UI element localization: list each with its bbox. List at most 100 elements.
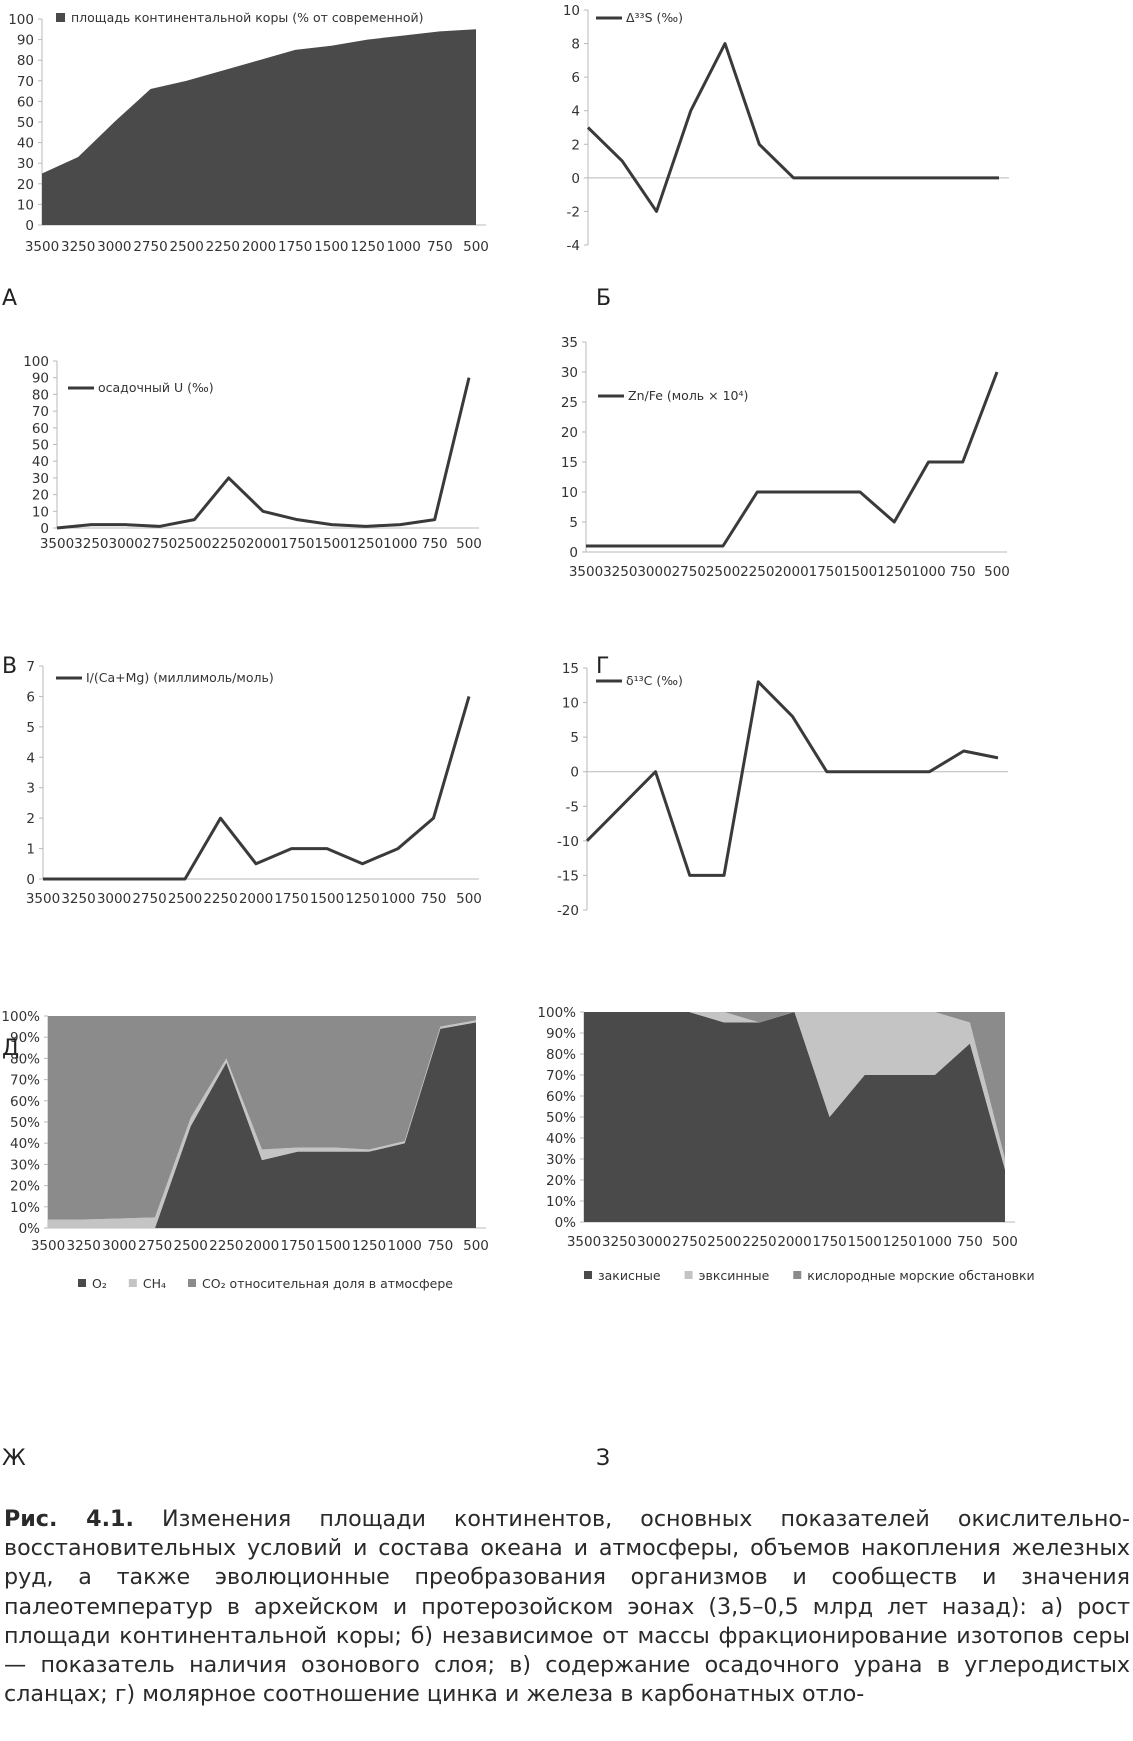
c4-ytick-label: 3 bbox=[26, 781, 35, 797]
c6-xtick-label: 3500 bbox=[31, 1238, 65, 1254]
c7-xtick-label: 1250 bbox=[883, 1234, 917, 1250]
c0-ytick-label: 50 bbox=[17, 115, 34, 131]
c3-ytick-label: 30 bbox=[561, 365, 578, 381]
c6-xtick-label: 1250 bbox=[352, 1238, 386, 1254]
c3-xtick-label: 2250 bbox=[740, 564, 774, 580]
c3-xtick-label: 2000 bbox=[774, 564, 808, 580]
c5-ytick-label: 5 bbox=[570, 730, 579, 746]
c2-ytick-label: 30 bbox=[32, 471, 49, 487]
c7-xtick-label: 2000 bbox=[777, 1234, 811, 1250]
c3-ytick-label: 5 bbox=[569, 515, 578, 531]
c4-xtick-label: 3000 bbox=[97, 891, 131, 907]
c6-legend-swatch bbox=[188, 1279, 196, 1287]
c0-xtick-label: 1750 bbox=[278, 239, 312, 255]
c0-xtick-label: 1000 bbox=[386, 239, 420, 255]
c2-legend-label: осадочный U (‰) bbox=[98, 380, 214, 395]
c2-ytick-label: 100 bbox=[23, 354, 49, 370]
c7-ytick-label: 90% bbox=[546, 1026, 576, 1042]
c0-legend-label: площадь континентальной коры (% от совре… bbox=[71, 10, 423, 25]
c0-xtick-label: 500 bbox=[463, 239, 489, 255]
panel-a: 0 10 20 30 40 50 60 70 80 90 100 3500 3250 3000 2750 25… bbox=[0, 0, 560, 320]
c3-xtick-label: 2750 bbox=[672, 564, 706, 580]
c4-xtick-label: 1750 bbox=[274, 891, 308, 907]
c1-ytick-label: 0 bbox=[571, 171, 580, 187]
c0-ytick-label: 80 bbox=[17, 53, 34, 69]
c1-ytick-label: 8 bbox=[571, 37, 580, 53]
c2-xtick-label: 750 bbox=[422, 536, 448, 552]
panel-g: 0 5 10 15 20 25 30 35 3500 3250 3000 2750 2500 2250 20… bbox=[561, 335, 1133, 690]
c4-ytick-label: 0 bbox=[26, 872, 35, 888]
chart-e: -20 -15 -10 -5 0 5 10 15 δ¹³C (‰) bbox=[557, 661, 1008, 919]
panel-d: 0 1 2 3 4 5 6 7 3500 3250 3000 2750 2500 2250 2000 1750… bbox=[0, 659, 560, 1068]
c6-xtick-label: 750 bbox=[427, 1238, 453, 1254]
c6-xtick-label: 1500 bbox=[316, 1238, 350, 1254]
c0-xtick-label: 2500 bbox=[169, 239, 203, 255]
c2-xtick-label: 1500 bbox=[314, 536, 348, 552]
c6-xtick-label: 2750 bbox=[138, 1238, 172, 1254]
c4-ytick-label: 7 bbox=[26, 659, 35, 675]
c2-ytick-label: 20 bbox=[32, 488, 49, 504]
c4-xtick-label: 2500 bbox=[168, 891, 202, 907]
c6-ytick-label: 20% bbox=[10, 1179, 40, 1195]
panel-z-letter: З bbox=[596, 1446, 611, 1471]
c0-ytick-label: 30 bbox=[17, 156, 34, 172]
c6-legend-swatch bbox=[78, 1279, 86, 1287]
c0-xtick-label: 2250 bbox=[206, 239, 240, 255]
c6-xtick-label: 2500 bbox=[173, 1238, 207, 1254]
panel-zh-letter: Ж bbox=[2, 1446, 26, 1471]
c3-xtick-label: 3500 bbox=[569, 564, 603, 580]
c7-xtick-label: 2500 bbox=[707, 1234, 741, 1250]
c6-xtick-label: 1750 bbox=[280, 1238, 314, 1254]
c7-ytick-label: 50% bbox=[546, 1110, 576, 1126]
c7-legend-label: эвксинные bbox=[699, 1268, 770, 1283]
c1-series-line bbox=[586, 42, 999, 213]
c7-xtick-label: 1750 bbox=[812, 1234, 846, 1250]
c6-xtick-label: 3250 bbox=[66, 1238, 100, 1254]
panel-d-letter: Д bbox=[2, 1036, 20, 1061]
c0-legend-swatch bbox=[56, 13, 65, 22]
c2-ytick-label: 50 bbox=[32, 438, 49, 454]
c2-series-line bbox=[56, 377, 471, 530]
c7-legend-label: кислородные морские обстановки bbox=[807, 1268, 1034, 1283]
c0-ytick-label: 60 bbox=[17, 94, 34, 110]
c6-xtick-label: 500 bbox=[463, 1238, 489, 1254]
caption-text: Изменения площади континентов, основных … bbox=[4, 1506, 1130, 1708]
panel-a-letter: А bbox=[2, 286, 18, 311]
panel-b: -4 -2 0 2 4 6 8 10 Δ³³S (‰) Б bbox=[563, 0, 1133, 320]
c2-ytick-label: 70 bbox=[32, 404, 49, 420]
c3-ytick-label: 25 bbox=[561, 395, 578, 411]
c0-xtick-label: 3000 bbox=[97, 239, 131, 255]
c0-ytick-label: 0 bbox=[25, 218, 34, 234]
c5-ytick-label: 15 bbox=[562, 661, 579, 677]
panel-zh: 0% 10% 20% 30% 40% 50% 60% 70% 80% 90% 100% 3500 325… bbox=[0, 1009, 560, 1472]
c0-ytick-label: 100 bbox=[8, 12, 34, 28]
c7-xtick-label: 750 bbox=[957, 1234, 983, 1250]
c6-ytick-label: 10% bbox=[10, 1200, 40, 1216]
c0-xtick-label: 2750 bbox=[133, 239, 167, 255]
c2-ytick-label: 60 bbox=[32, 421, 49, 437]
c7-xtick-label: 1500 bbox=[847, 1234, 881, 1250]
c5-ytick-label: 0 bbox=[570, 765, 579, 781]
c3-xtick-label: 1500 bbox=[843, 564, 877, 580]
chart-d: 0 1 2 3 4 5 6 7 3500 3250 3000 2750 2500 2250 2000 1750… bbox=[26, 659, 482, 907]
c4-xtick-label: 1000 bbox=[381, 891, 415, 907]
c4-xtick-label: 2000 bbox=[239, 891, 273, 907]
c4-xtick-label: 500 bbox=[456, 891, 482, 907]
chart-zh: 0% 10% 20% 30% 40% 50% 60% 70% 80% 90% 100% 3500 325… bbox=[1, 1009, 489, 1291]
c3-ytick-label: 10 bbox=[561, 485, 578, 501]
c0-ytick-label: 70 bbox=[17, 74, 34, 90]
c1-ytick-label: 2 bbox=[571, 137, 580, 153]
c7-ytick-label: 70% bbox=[546, 1068, 576, 1084]
c7-band-1 bbox=[584, 1012, 1005, 1170]
c6-xtick-label: 2000 bbox=[245, 1238, 279, 1254]
c6-legend-label: CH₄ bbox=[143, 1276, 166, 1291]
c7-legend-swatch bbox=[584, 1271, 592, 1279]
c6-xtick-label: 2250 bbox=[209, 1238, 243, 1254]
chart-a: 0 10 20 30 40 50 60 70 80 90 100 3500 3250 3000 2750 25… bbox=[8, 10, 489, 255]
c2-xtick-label: 2000 bbox=[246, 536, 280, 552]
c6-xtick-label: 3000 bbox=[102, 1238, 136, 1254]
c2-xtick-label: 2500 bbox=[177, 536, 211, 552]
c6-ytick-label: 0% bbox=[19, 1221, 41, 1237]
